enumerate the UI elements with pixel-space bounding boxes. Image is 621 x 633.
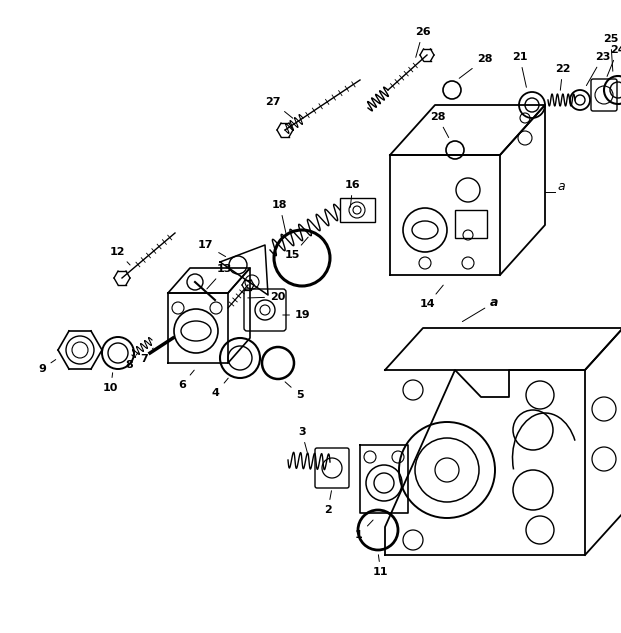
Text: 11: 11 (373, 555, 389, 577)
Bar (455, 210, 487, 238)
Text: 26: 26 (415, 27, 430, 58)
Text: 15: 15 (285, 237, 308, 260)
Text: 28: 28 (459, 54, 492, 78)
Text: 22: 22 (555, 64, 571, 91)
Text: 10: 10 (103, 373, 119, 393)
Text: a: a (557, 180, 564, 193)
Text: 6: 6 (178, 370, 194, 390)
Text: 4: 4 (212, 378, 229, 398)
Text: a: a (463, 296, 499, 322)
Text: 5: 5 (285, 382, 304, 400)
Text: 18: 18 (272, 200, 288, 235)
Text: 7: 7 (140, 348, 153, 364)
Text: 25: 25 (603, 34, 619, 72)
Text: 9: 9 (38, 360, 56, 374)
Text: 3: 3 (298, 427, 307, 453)
Text: 16: 16 (345, 180, 361, 207)
Text: 24: 24 (607, 45, 621, 77)
Text: 21: 21 (512, 52, 527, 87)
Text: 28: 28 (430, 112, 449, 137)
Text: 1: 1 (355, 520, 373, 540)
Text: 8: 8 (125, 352, 138, 370)
Text: 27: 27 (265, 97, 293, 118)
Text: 23: 23 (586, 52, 610, 85)
Text: 14: 14 (420, 285, 443, 309)
Text: 17: 17 (198, 240, 225, 256)
Text: 20: 20 (248, 292, 286, 302)
Text: 12: 12 (110, 247, 130, 265)
Text: 13: 13 (207, 264, 232, 289)
Text: 2: 2 (324, 491, 332, 515)
Text: 19: 19 (283, 310, 310, 320)
